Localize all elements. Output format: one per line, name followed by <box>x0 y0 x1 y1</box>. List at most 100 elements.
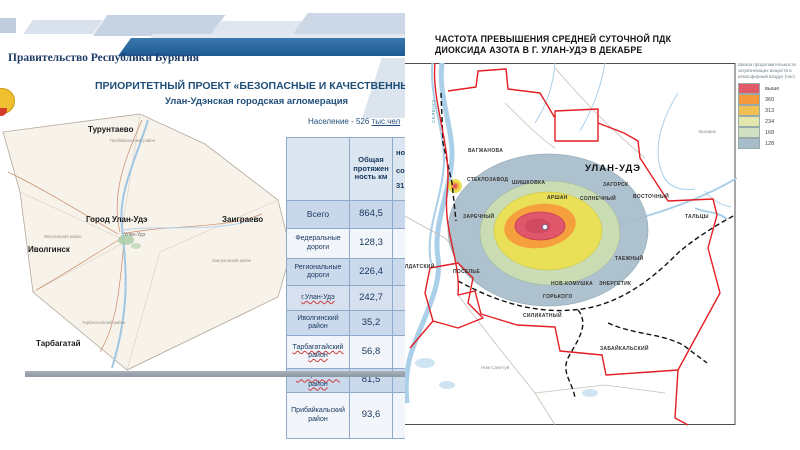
label-zagorsk: ЗАГОРСК <box>603 182 629 188</box>
deco-parallelogram <box>92 15 226 36</box>
agglomeration-boundary <box>2 113 292 371</box>
legend-value: 360 <box>765 96 775 103</box>
agglomeration-map: Турунтаево Прибайкальский район Город Ул… <box>2 113 292 371</box>
legend-title-line: Шкала продолжительности <box>738 62 796 67</box>
legend-item: 313 <box>738 105 800 117</box>
map-label-ivolginsky-raion: Иволгинский район <box>44 234 82 239</box>
row-label: Прибайкальский район <box>286 392 350 439</box>
map-label-tarbagatai: Тарбагатай <box>36 339 81 348</box>
label-vagzhanova: ВАГЖАНОВА <box>468 148 503 154</box>
map-labels: ВАГЖАНОВА УЛАН-УДЭ СТЕКЛОЗАВОД ШИШКОВКА … <box>405 99 717 370</box>
map-label-zaigraevo: Заиграево <box>222 215 263 224</box>
header-frag: 31.1 <box>396 181 411 191</box>
population-prefix: Население - 526 <box>308 117 372 126</box>
buryatia-emblem-icon <box>0 86 19 120</box>
deco-parallelogram <box>0 18 16 33</box>
legend-swatch <box>738 94 760 106</box>
emblem-moon-shape <box>0 108 7 116</box>
map-label-tarbagataisky-raion: Тарбагатайский район <box>82 320 126 325</box>
row-total: 35,2 <box>349 310 393 336</box>
hotspot-core <box>453 184 457 188</box>
title-line1: ЧАСТОТА ПРЕВЫШЕНИЯ СРЕДНЕЙ СУТОЧНОЙ ПДК <box>435 34 672 44</box>
slide-footer-bar <box>25 371 420 377</box>
title-line2: ДИОКСИДА АЗОТА В Г. УЛАН-УДЭ В ДЕКАБРЕ <box>435 44 643 55</box>
row-label: Тарбагатайский район <box>286 335 350 369</box>
map-label-pribaikalsky-raion: Прибайкальский район <box>110 138 156 143</box>
legend-item: 168 <box>738 127 800 139</box>
label-shishkovka: ШИШКОВКА <box>512 180 545 186</box>
row-total: 864,5 <box>349 200 393 229</box>
header-total-length: Общая протяженность км <box>349 137 393 201</box>
legend-item: 234 <box>738 116 800 128</box>
deco-parallelogram <box>23 20 103 34</box>
lake <box>415 358 435 368</box>
city-green-area <box>131 243 141 249</box>
legend-value: 234 <box>765 118 775 125</box>
label-tayozhny: ТАЕЖНЫЙ <box>615 254 644 262</box>
row-total: 93,6 <box>349 392 393 439</box>
legend-item: выше <box>738 83 800 95</box>
map-label-turuntaevo: Турунтаево <box>88 125 134 134</box>
row-label: Федеральные дороги <box>286 228 350 259</box>
label-erkhirik: Эрхирик <box>698 129 717 134</box>
label-zarechny: ЗАРЕЧНЫЙ <box>463 212 495 220</box>
population-unit: тыс.чел <box>371 117 401 126</box>
pollution-legend: Шкала продолжительности загрязняющих вещ… <box>738 62 800 150</box>
table-row: Иволгинский район 35,2 <box>286 310 436 336</box>
selenga-river <box>111 119 149 369</box>
row-total: 242,7 <box>349 285 393 311</box>
legend-item: 128 <box>738 138 800 150</box>
row-total: 56,8 <box>349 335 393 369</box>
legend-value: выше <box>765 85 780 92</box>
government-title: Правительство Республики Бурятия <box>8 52 200 64</box>
presentation-slide: Правительство Республики Бурятия ПРИОРИТ… <box>0 13 465 439</box>
legend-value: 313 <box>765 107 775 114</box>
legend-title-line: загрязняющих веществ в <box>738 67 792 73</box>
label-arshan: АРШАН <box>547 195 568 201</box>
label-silikatny: СИЛИКАТНЫЙ <box>523 311 562 319</box>
label-ulan-ude: УЛАН-УДЭ <box>585 163 641 174</box>
legend-title: Шкала продолжительности загрязняющих вещ… <box>738 62 800 80</box>
label-vostochny: ВОСТОЧНЫЙ <box>633 192 669 200</box>
label-solnechny: СОЛНЕЧНЫЙ <box>580 194 616 202</box>
row-label: Региональные дороги <box>286 258 350 286</box>
row-total: 226,4 <box>349 258 393 286</box>
legend-value: 168 <box>765 129 775 136</box>
pollution-map: ВАГЖАНОВА УЛАН-УДЭ СТЕКЛОЗАВОД ШИШКОВКА … <box>405 63 737 426</box>
map-label-ivolginsk: Иволгинск <box>28 245 71 254</box>
project-title: ПРИОРИТЕТНЫЙ ПРОЕКТ «БЕЗОПАСНЫЕ И КАЧЕСТ… <box>95 80 465 92</box>
pollution-map-title: ЧАСТОТА ПРЕВЫШЕНИЯ СРЕДНЕЙ СУТОЧНОЙ ПДК … <box>435 34 671 56</box>
label-energetik: ЭНЕРГЕТИК <box>599 281 632 287</box>
map-label-ulan-ude: Улан-Удэ <box>124 232 146 238</box>
label-taltsy: ТАЛЬЦЫ <box>685 214 709 220</box>
city-green-area <box>118 235 134 245</box>
deco-parallelogram <box>292 13 420 35</box>
label-nizh-sayantuy: Ниж Саянтуй <box>481 364 510 370</box>
label-zabaikalsky: ЗАБАЙКАЛЬСКИЙ <box>600 344 649 352</box>
label-soldatsky: СОЛДАТСКИЙ <box>405 262 435 270</box>
project-subtitle: Улан-Удэнская городская агломерация <box>165 96 349 107</box>
legend-swatch <box>738 105 760 117</box>
label-steklozavod: СТЕКЛОЗАВОД <box>467 177 508 183</box>
label-novkomushka: НОВ-КОМУШКА <box>551 281 593 287</box>
legend-swatch <box>738 116 760 128</box>
legend-swatch <box>738 83 760 95</box>
roads <box>7 119 263 353</box>
pollution-map-pane: ЧАСТОТА ПРЕВЫШЕНИЯ СРЕДНЕЙ СУТОЧНОЙ ПДК … <box>405 0 800 450</box>
row-label: г.Улан-Удэ <box>286 285 350 311</box>
row-label: Всего <box>286 200 350 229</box>
label-selenga-river: СЕЛЕНГА <box>431 99 436 123</box>
legend-swatch <box>738 138 760 150</box>
lake <box>582 389 598 397</box>
uda-river <box>121 217 259 231</box>
max-point-marker <box>542 224 548 230</box>
legend-swatch <box>738 127 760 139</box>
header-empty <box>286 137 350 201</box>
header-frag: нор <box>396 148 410 158</box>
legend-item: 360 <box>738 94 800 106</box>
city-boundary <box>409 63 721 426</box>
lake <box>439 381 455 389</box>
label-poselye: ПОСЕЛЬЕ <box>453 269 480 275</box>
row-total: 128,3 <box>349 228 393 259</box>
